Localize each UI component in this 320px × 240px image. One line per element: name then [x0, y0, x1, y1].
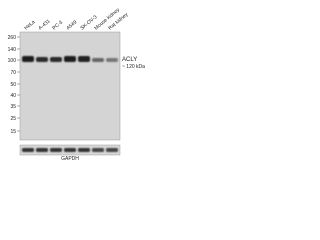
- lane-label: HeLa: [23, 19, 36, 31]
- acly-bands: [22, 56, 118, 62]
- marker-label: 50: [10, 82, 16, 88]
- blot-panel: [19, 31, 121, 141]
- marker-label: 40: [10, 93, 16, 99]
- target-name: ACLY: [122, 57, 137, 63]
- western-blot-figure: ACLY ~ 120 kDa GAPDH 260 140 100 70 50 40 35 25…: [8, 7, 145, 162]
- marker-label: 15: [10, 129, 16, 135]
- lane-label: PC-3: [51, 19, 64, 31]
- marker-label: 70: [10, 70, 16, 76]
- marker-label: 260: [8, 35, 17, 41]
- marker-label: 25: [10, 116, 16, 122]
- marker-label: 100: [8, 58, 17, 64]
- lane-label: A549: [65, 19, 78, 31]
- lane-label: A-431: [37, 18, 51, 31]
- loading-control-label: GAPDH: [61, 156, 79, 162]
- marker-label: 35: [10, 104, 16, 110]
- marker-label: 140: [8, 47, 17, 53]
- target-size: ~ 120 kDa: [122, 64, 145, 70]
- gapdh-bands: [22, 148, 118, 152]
